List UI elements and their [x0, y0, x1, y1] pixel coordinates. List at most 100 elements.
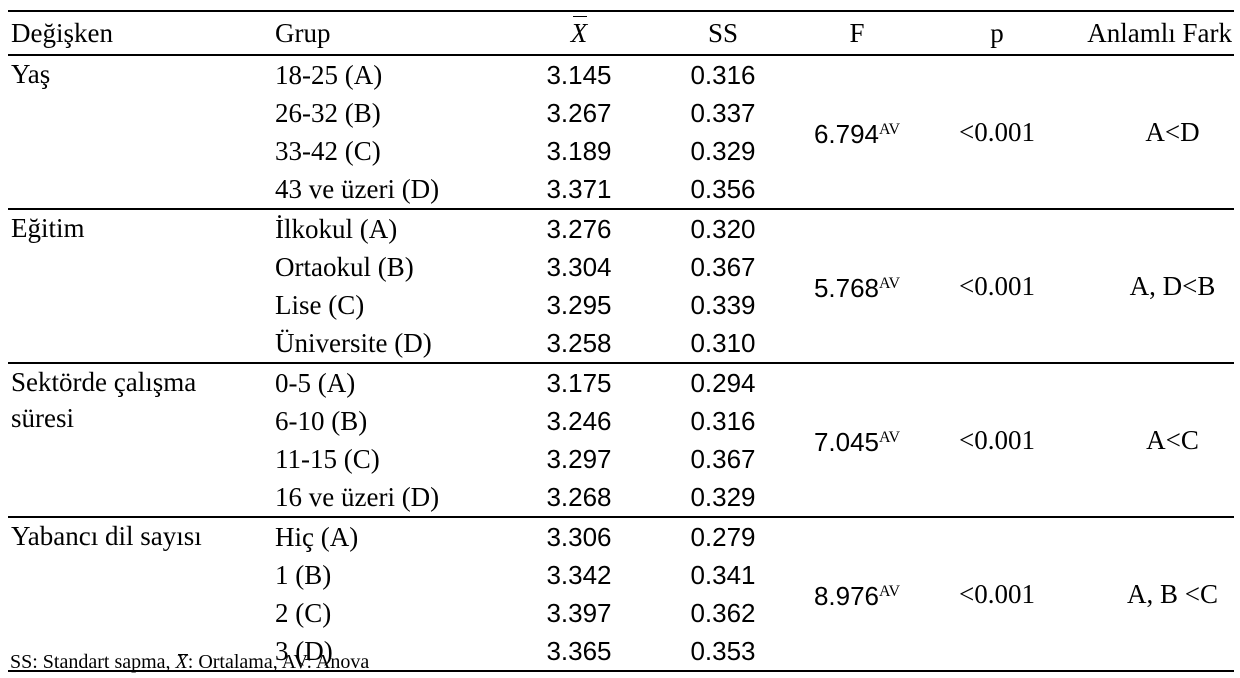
p-cell: <0.001	[959, 117, 1035, 147]
sd-cell: 0.316	[690, 406, 756, 436]
table-row: 3 (D) 3.365 0.353	[8, 632, 1234, 671]
group-cell: Ortaokul (B)	[275, 252, 414, 282]
sd-cell: 0.310	[690, 328, 756, 358]
table-footnote: SS: Standart sapma, X: Ortalama, AV: Ano…	[10, 651, 369, 674]
table-row: Eğitim İlkokul (A) 3.276 0.320 5.768AV <…	[8, 209, 1234, 303]
group-cell: 33-42 (C)	[275, 136, 381, 166]
table-row: 43 ve üzeri (D) 3.371 0.356	[8, 170, 1234, 209]
group-cell: 6-10 (B)	[275, 406, 368, 436]
sd-cell: 0.329	[690, 482, 756, 512]
table-row: 1 (B) 3.342 0.341	[8, 556, 1234, 594]
f-cell: 7.045AV	[793, 363, 921, 517]
variable-cell: Yaş	[11, 59, 51, 89]
variable-line-2: süresi	[11, 403, 74, 433]
sd-cell: 0.341	[690, 560, 756, 590]
header-mean: X	[505, 11, 653, 55]
mean-cell: 3.267	[546, 98, 612, 128]
group-cell: 16 ve üzeri (D)	[275, 482, 440, 512]
section-education: Eğitim İlkokul (A) 3.276 0.320 5.768AV <…	[8, 209, 1234, 363]
sd-cell: 0.337	[690, 98, 756, 128]
group-cell: 43 ve üzeri (D)	[275, 174, 440, 204]
p-cell: <0.001	[959, 425, 1035, 455]
table-row: Yabancı dil sayısı Hiç (A) 3.306 0.279 8…	[8, 517, 1234, 611]
footnote-part-2: : Ortalama, AV: Anova	[187, 651, 370, 673]
section-foreign-languages: Yabancı dil sayısı Hiç (A) 3.306 0.279 8…	[8, 517, 1234, 671]
f-value: 6.794	[813, 119, 880, 149]
mean-cell: 3.365	[546, 636, 612, 666]
table-header-row: Değişken Grup X SS F p Anlamlı Fark	[8, 11, 1234, 55]
mean-cell: 3.397	[546, 598, 612, 628]
sd-cell: 0.320	[690, 214, 756, 244]
table-row: Yaş 18-25 (A) 3.145 0.316 6.794AV <0.001…	[8, 55, 1234, 149]
p-cell: <0.001	[959, 579, 1035, 609]
table-row: Üniversite (D) 3.258 0.310	[8, 324, 1234, 363]
group-cell: 1 (B)	[275, 560, 332, 590]
sd-cell: 0.329	[690, 136, 756, 166]
sd-cell: 0.367	[690, 444, 756, 474]
table-row: Lise (C) 3.295 0.339	[8, 286, 1234, 324]
mean-cell: 3.145	[546, 60, 612, 90]
f-superscript: AV	[879, 121, 901, 138]
table-row: 6-10 (B) 3.246 0.316	[8, 402, 1234, 440]
table-row: 26-32 (B) 3.267 0.337	[8, 94, 1234, 132]
results-table-container: Değişken Grup X SS F p Anlamlı Fark Yaş …	[8, 10, 1234, 672]
mean-cell: 3.175	[546, 368, 612, 398]
header-p: p	[990, 18, 1004, 48]
header-variable: Değişken	[11, 18, 113, 48]
f-cell: 8.976AV	[793, 517, 921, 671]
group-cell: Hiç (A)	[275, 522, 359, 552]
f-value: 7.045	[813, 427, 880, 457]
table-row: Sektörde çalışma süresi 0-5 (A) 3.175 0.2…	[8, 363, 1234, 457]
mean-cell: 3.306	[546, 522, 612, 552]
variable-cell: Sektörde çalışma süresi	[8, 363, 269, 517]
header-group: Grup	[275, 18, 331, 48]
difference-cell: A<C	[1146, 425, 1199, 455]
section-sector-tenure: Sektörde çalışma süresi 0-5 (A) 3.175 0.2…	[8, 363, 1234, 517]
header-difference: Anlamlı Fark	[1087, 18, 1232, 48]
difference-cell: A, B <C	[1127, 579, 1218, 609]
f-cell: 5.768AV	[793, 209, 921, 363]
variable-cell: Yabancı dil sayısı	[11, 521, 202, 551]
mean-cell: 3.276	[546, 214, 612, 244]
sd-cell: 0.353	[690, 636, 756, 666]
group-cell: 26-32 (B)	[275, 98, 381, 128]
sd-cell: 0.356	[690, 174, 756, 204]
group-cell: Üniversite (D)	[275, 328, 432, 358]
section-age: Yaş 18-25 (A) 3.145 0.316 6.794AV <0.001…	[8, 55, 1234, 209]
mean-cell: 3.246	[546, 406, 612, 436]
mean-cell: 3.295	[546, 290, 612, 320]
group-cell: Lise (C)	[275, 290, 365, 320]
mean-cell: 3.342	[546, 560, 612, 590]
header-f: F	[849, 18, 865, 48]
f-superscript: AV	[879, 275, 901, 292]
sd-cell: 0.367	[690, 252, 756, 282]
table-row: 33-42 (C) 3.189 0.329	[8, 132, 1234, 170]
group-cell: İlkokul (A)	[275, 214, 398, 244]
p-cell: <0.001	[959, 271, 1035, 301]
footnote-mean-symbol: X	[175, 651, 188, 673]
group-cell: 18-25 (A)	[275, 60, 383, 90]
mean-cell: 3.258	[546, 328, 612, 358]
sd-cell: 0.316	[690, 60, 756, 90]
anova-results-table: Değişken Grup X SS F p Anlamlı Fark Yaş …	[8, 10, 1234, 672]
difference-cell: A<D	[1145, 117, 1200, 147]
mean-symbol: X	[571, 12, 587, 54]
mean-cell: 3.268	[546, 482, 612, 512]
footnote-part-1: SS: Standart sapma,	[10, 651, 176, 673]
f-cell: 6.794AV	[793, 55, 921, 209]
variable-cell: Eğitim	[11, 213, 85, 243]
f-superscript: AV	[879, 429, 901, 446]
sd-cell: 0.294	[690, 368, 756, 398]
sd-cell: 0.362	[690, 598, 756, 628]
group-cell: 2 (C)	[275, 598, 332, 628]
mean-cell: 3.189	[546, 136, 612, 166]
group-cell: 0-5 (A)	[275, 368, 356, 398]
f-value: 8.976	[813, 581, 880, 611]
f-superscript: AV	[879, 583, 901, 600]
sd-cell: 0.279	[690, 522, 756, 552]
table-row: 16 ve üzeri (D) 3.268 0.329	[8, 478, 1234, 517]
group-cell: 3 (D)	[275, 636, 333, 666]
table-row: 11-15 (C) 3.297 0.367	[8, 440, 1234, 478]
f-value: 5.768	[813, 273, 880, 303]
table-row: 2 (C) 3.397 0.362	[8, 594, 1234, 632]
